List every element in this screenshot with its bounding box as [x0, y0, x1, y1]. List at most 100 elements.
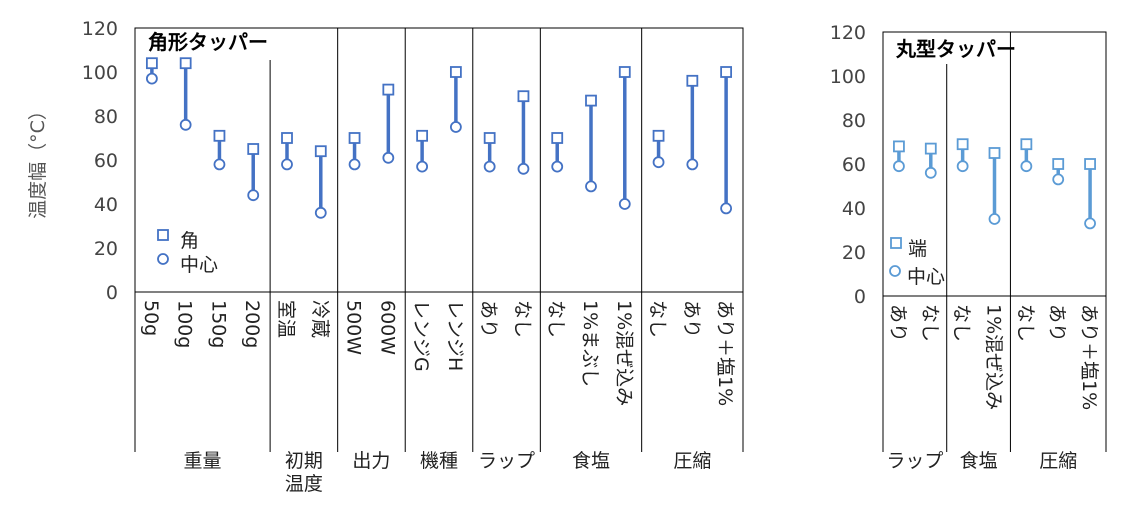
y-tick-label: 120 [830, 22, 866, 44]
category-label: 200g [241, 300, 263, 348]
data-point-circle [956, 160, 969, 173]
y-tick-label: 20 [94, 238, 118, 260]
data-point-circle [1084, 217, 1096, 230]
category-label: あり [680, 300, 702, 338]
data-point-circle [1052, 173, 1065, 186]
group-label: 機種 [420, 450, 458, 472]
category-label: あり＋塩1% [1078, 304, 1100, 410]
group-label: 重量 [184, 450, 222, 472]
category-label: 100g [174, 300, 196, 348]
data-point-circle [585, 180, 597, 193]
data-point-square [956, 138, 969, 151]
y-tick-label: 80 [842, 110, 866, 132]
data-point-square [449, 66, 462, 78]
group-label: 出力 [352, 450, 390, 472]
y-tick-label: 100 [830, 66, 866, 88]
data-point-circle [449, 121, 462, 133]
category-label: 1%まぶし [579, 300, 601, 387]
plot-area [882, 31, 1107, 297]
legend-marker-square [157, 229, 169, 241]
data-point-circle [483, 160, 496, 173]
data-point-square [247, 143, 260, 155]
data-point-circle [652, 156, 665, 169]
data-point-circle [720, 202, 733, 215]
group-label: 圧縮 [1039, 450, 1077, 472]
category-label: 600W [376, 300, 398, 355]
group-label: 圧縮 [673, 450, 711, 472]
category-label: あり [1046, 304, 1068, 342]
group-label: ラップ [478, 450, 535, 472]
legend-marker-circle [157, 253, 169, 265]
data-point-square [213, 129, 226, 142]
data-point-square [618, 66, 631, 78]
category-label: なし [511, 300, 533, 338]
data-point-square [1052, 158, 1065, 170]
data-point-square [1020, 138, 1033, 151]
data-point-circle [213, 158, 226, 171]
data-point-square [551, 132, 564, 144]
data-point-circle [382, 151, 395, 164]
group-label: 初期 [285, 450, 323, 472]
category-label: なし [545, 300, 567, 338]
category-label: あり [478, 300, 500, 338]
legend-label: 角 [180, 230, 199, 252]
category-label: 1%混ぜ込み [983, 304, 1005, 410]
data-point-circle [281, 158, 293, 171]
data-point-circle [893, 160, 905, 173]
data-point-circle [988, 213, 1001, 225]
group-label: 食塩 [960, 450, 998, 472]
category-label: 冷蔵 [309, 300, 331, 338]
category-label: 500W [343, 300, 365, 355]
category-label: 150g [207, 300, 229, 348]
group-label: 食塩 [572, 450, 610, 472]
data-point-circle [551, 160, 564, 173]
chart-panel-1: 0 20 40 60 80 100 120 温度幅（°C） 角形タッパー 50g 100g 150g 2… [27, 18, 744, 495]
data-point-circle [247, 189, 260, 202]
data-point-square [145, 57, 158, 70]
legend-marker-square [890, 237, 902, 249]
data-point-square [893, 140, 905, 153]
data-point-circle [145, 72, 158, 85]
data-point-square [652, 129, 665, 142]
data-point-circle [416, 160, 429, 173]
y-tick-label: 40 [94, 194, 118, 216]
data-point-circle [1020, 160, 1033, 173]
category-label: レンジH [444, 300, 466, 371]
category-label: なし [919, 304, 941, 342]
chart-title: 角形タッパー [148, 30, 268, 54]
category-label: なし [647, 300, 669, 338]
data-point-circle [517, 162, 530, 175]
chart-title: 丸型タッパー [895, 37, 1016, 61]
data-point-square [416, 129, 429, 142]
y-tick-label: 80 [94, 106, 118, 128]
y-tick-label: 0 [106, 282, 118, 304]
data-point-square [686, 74, 699, 87]
y-tick-label: 40 [842, 198, 866, 220]
data-point-square [348, 132, 361, 144]
y-tick-label: 0 [854, 286, 866, 308]
y-tick-label: 100 [82, 62, 118, 84]
data-point-square [988, 147, 1001, 159]
data-point-circle [618, 198, 631, 210]
y-tick-label: 60 [94, 150, 118, 172]
group-label: 温度 [285, 473, 323, 495]
data-point-circle [314, 206, 327, 219]
data-point-circle [179, 118, 192, 131]
data-point-square [314, 145, 327, 158]
y-tick-label: 120 [82, 18, 118, 40]
data-point-square [585, 94, 597, 107]
category-label: 1%混ぜ込み [613, 300, 635, 406]
category-label: 室温 [275, 300, 297, 338]
data-point-square [281, 132, 293, 144]
category-label: レンジG [410, 300, 432, 372]
legend-marker-circle [889, 265, 901, 277]
y-axis-label: 温度幅（°C） [27, 101, 49, 219]
data-point-square [179, 57, 192, 70]
legend-label: 中心 [180, 254, 218, 276]
data-point-circle [924, 166, 937, 179]
legend-label: 端 [908, 238, 927, 260]
category-label: あり [887, 304, 909, 342]
category-label: なし [951, 304, 973, 342]
